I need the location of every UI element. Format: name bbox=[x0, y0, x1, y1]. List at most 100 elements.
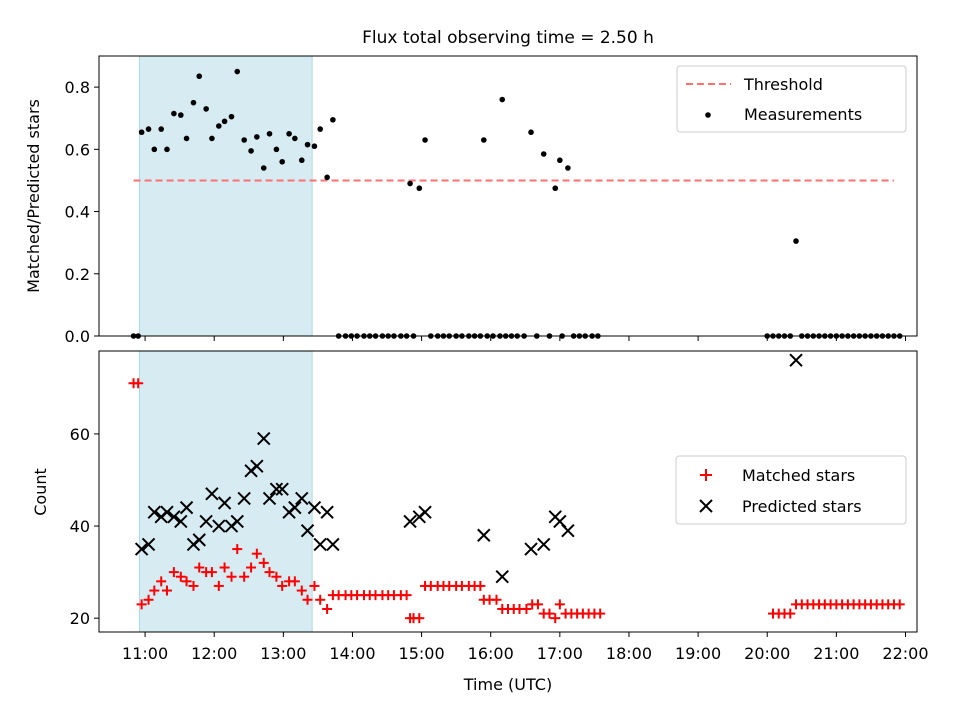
matched-star-point bbox=[246, 562, 257, 573]
bottom-panel: 20 40 60 11:00 12:00 13:00 14:00 15:00 16:00 17:… bbox=[31, 350, 929, 694]
matched-star-point bbox=[149, 585, 160, 596]
measurements-series bbox=[130, 68, 903, 339]
measurement-point bbox=[422, 137, 428, 143]
x-tick-label: 11:00 bbox=[122, 644, 168, 663]
measurement-point bbox=[324, 174, 330, 181]
x-tick-label: 14:00 bbox=[329, 644, 375, 663]
bottom-y-tick-label: 40 bbox=[70, 517, 90, 536]
chart-title: Flux total observing time = 2.50 h bbox=[362, 28, 654, 48]
matched-star-point bbox=[894, 599, 905, 610]
matched-star-point bbox=[550, 613, 561, 624]
measurement-point bbox=[209, 135, 215, 142]
predicted-star-point bbox=[320, 505, 334, 519]
matched-star-point bbox=[491, 594, 502, 605]
measurement-point bbox=[416, 185, 423, 192]
measurement-point bbox=[286, 130, 292, 137]
bottom-y-ticks: 20 40 60 bbox=[70, 425, 99, 628]
measurement-point bbox=[298, 157, 305, 164]
measurement-point bbox=[203, 106, 209, 112]
x-axis-label: Time (UTC) bbox=[463, 675, 552, 694]
predicted-star-point bbox=[174, 514, 188, 529]
matched-star-point bbox=[226, 571, 237, 582]
predicted-star-point bbox=[300, 523, 315, 538]
measurement-point bbox=[260, 165, 267, 171]
measurement-point bbox=[171, 110, 177, 117]
predicted-star-point bbox=[147, 505, 162, 519]
predicted-star-point bbox=[307, 500, 322, 515]
predicted-star-point bbox=[212, 519, 226, 533]
predicted-stars-series bbox=[134, 353, 803, 584]
predicted-star-point bbox=[418, 505, 432, 519]
measurement-point bbox=[138, 129, 145, 136]
matched-star-point bbox=[785, 608, 796, 619]
matched-star-point bbox=[532, 599, 543, 610]
measurement-point bbox=[565, 165, 571, 171]
measurement-point bbox=[190, 99, 197, 106]
measurement-point bbox=[183, 135, 190, 142]
matched-star-point bbox=[161, 585, 172, 596]
x-tick-label: 17:00 bbox=[537, 644, 583, 663]
measurement-point bbox=[311, 143, 318, 150]
matched-star-point bbox=[315, 594, 326, 605]
measurement-point bbox=[145, 126, 152, 132]
measurement-point bbox=[317, 126, 324, 132]
top-legend-box bbox=[676, 65, 907, 133]
measurement-point bbox=[234, 68, 241, 75]
measurement-point bbox=[266, 130, 273, 137]
predicted-star-point bbox=[477, 528, 491, 542]
matched-star-point bbox=[219, 562, 230, 573]
predicted-star-point bbox=[217, 496, 232, 510]
measurement-point bbox=[528, 129, 534, 136]
predicted-star-point bbox=[192, 533, 206, 547]
x-tick-label: 18:00 bbox=[606, 644, 652, 663]
matched-star-point bbox=[133, 378, 144, 389]
predicted-star-point bbox=[141, 537, 156, 552]
legend-measurements-label: Measurements bbox=[744, 105, 862, 124]
matched-star-point bbox=[136, 599, 147, 610]
x-tick-label: 16:00 bbox=[468, 644, 514, 663]
predicted-star-point bbox=[524, 542, 538, 556]
predicted-star-point bbox=[561, 523, 575, 538]
measurement-point bbox=[292, 135, 298, 142]
measurement-point bbox=[164, 146, 170, 153]
top-shaded-interval bbox=[138, 55, 313, 337]
legend-matched-label: Matched stars bbox=[742, 466, 855, 485]
x-tick-label: 13:00 bbox=[260, 644, 306, 663]
matched-star-point bbox=[289, 576, 300, 587]
matched-star-point bbox=[206, 567, 217, 578]
predicted-star-point bbox=[262, 491, 277, 506]
bottom-y-tick-label: 60 bbox=[70, 425, 90, 444]
predicted-star-point bbox=[134, 542, 149, 556]
matched-star-point bbox=[414, 613, 425, 624]
predicted-star-point bbox=[179, 500, 194, 515]
predicted-star-point bbox=[789, 353, 803, 367]
predicted-star-point bbox=[288, 500, 302, 515]
x-tick-label: 12:00 bbox=[191, 644, 237, 663]
top-y-tick-label: 0.0 bbox=[65, 327, 90, 346]
predicted-star-point bbox=[313, 537, 327, 552]
top-y-tick-label: 0.2 bbox=[65, 265, 90, 284]
predicted-star-point bbox=[250, 459, 264, 473]
matched-star-point bbox=[302, 594, 313, 605]
bottom-y-axis-label: Count bbox=[31, 468, 50, 516]
bottom-y-tick-label: 20 bbox=[70, 609, 90, 628]
predicted-star-point bbox=[257, 431, 271, 446]
matched-star-point bbox=[277, 580, 288, 591]
legend-predicted-swatch bbox=[699, 499, 713, 513]
matched-star-point bbox=[213, 580, 224, 591]
measurement-point bbox=[407, 180, 413, 187]
bottom-legend: Matched stars Predicted stars bbox=[675, 455, 907, 525]
predicted-star-point bbox=[295, 491, 309, 506]
measurement-point bbox=[196, 73, 203, 80]
x-tick-label: 21:00 bbox=[813, 644, 859, 663]
matched-star-point bbox=[322, 603, 333, 614]
predicted-star-point bbox=[230, 514, 244, 529]
legend-threshold-label: Threshold bbox=[743, 75, 823, 94]
predicted-star-point bbox=[205, 487, 219, 501]
legend-matched-swatch bbox=[700, 469, 712, 481]
x-tick-label: 19:00 bbox=[675, 644, 721, 663]
measurement-point bbox=[793, 238, 799, 244]
top-axes-frame bbox=[98, 55, 918, 337]
matched-star-point bbox=[143, 594, 154, 605]
matched-star-point bbox=[264, 567, 275, 578]
